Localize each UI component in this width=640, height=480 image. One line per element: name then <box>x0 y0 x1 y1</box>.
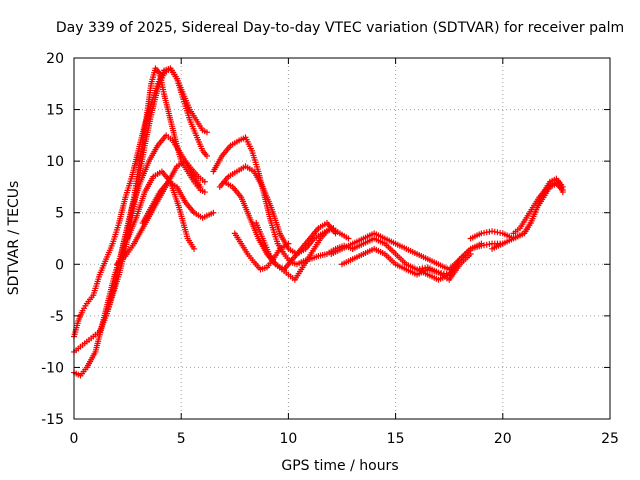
data-point <box>210 209 217 216</box>
y-tick-label: 0 <box>55 257 64 273</box>
data-point <box>345 235 352 242</box>
data-point <box>201 189 208 196</box>
plot-frame <box>73 57 611 420</box>
y-tick-label: 5 <box>55 206 64 222</box>
y-tick-label: 15 <box>46 103 64 119</box>
x-tick-label: 5 <box>177 431 186 447</box>
x-axis-label: GPS time / hours <box>281 458 398 474</box>
data-point <box>201 178 208 185</box>
data-point <box>203 129 210 136</box>
data-point <box>197 183 204 190</box>
data-points <box>71 65 566 379</box>
data-point <box>559 189 566 196</box>
y-tick-label: -10 <box>41 360 64 376</box>
tick-labels: 0 5 10 15 20 25 -15 -10 -5 0 5 10 15 20 <box>41 51 619 447</box>
data-point <box>332 230 339 237</box>
x-tick-label: 0 <box>70 431 79 447</box>
y-axis-label: SDTVAR / TECUs <box>6 181 22 296</box>
data-point <box>330 225 337 232</box>
data-point <box>191 245 198 252</box>
x-tick-label: 25 <box>601 431 619 447</box>
y-tick-label: 10 <box>46 154 64 170</box>
x-tick-label: 10 <box>279 431 297 447</box>
x-tick-label: 15 <box>387 431 405 447</box>
x-tick-label: 20 <box>494 431 512 447</box>
chart-title: Day 339 of 2025, Sidereal Day-to-day VTE… <box>56 20 624 36</box>
data-point <box>203 152 210 159</box>
data-point <box>285 240 292 247</box>
y-tick-label: -15 <box>41 412 64 428</box>
data-point <box>467 250 474 257</box>
y-tick-label: 20 <box>46 51 64 67</box>
y-tick-label: -5 <box>50 309 64 325</box>
